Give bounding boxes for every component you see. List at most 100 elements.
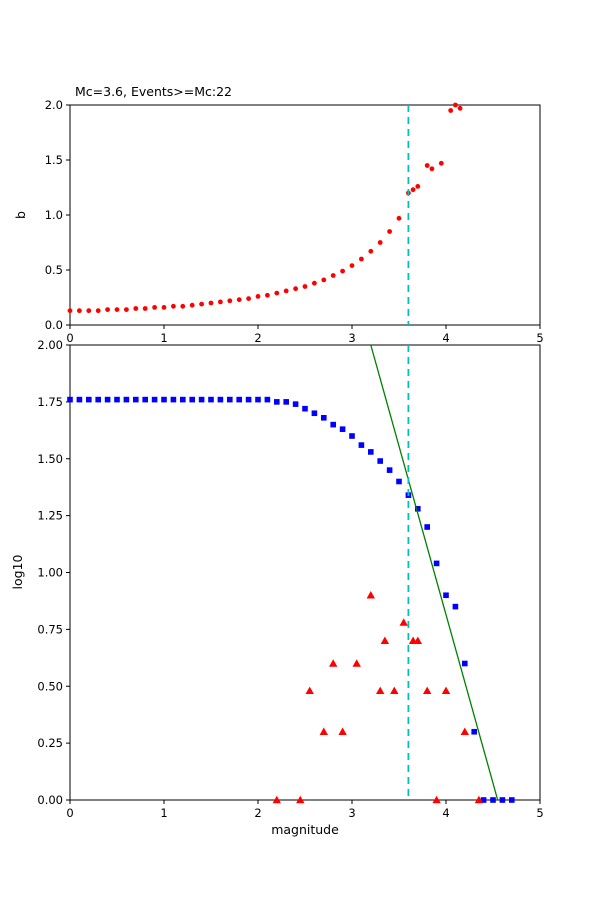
- y-axis-label: log10: [10, 554, 25, 589]
- b-value-vs-cutoff-magnitude-marker: [180, 303, 186, 309]
- cumulative-event-counts-marker: [368, 449, 374, 455]
- b-value-vs-cutoff-magnitude-marker: [429, 166, 435, 172]
- x-tick-label: 4: [442, 331, 449, 345]
- cumulative-event-counts-marker: [198, 396, 205, 403]
- cumulative-event-counts-series: [67, 396, 515, 803]
- cumulative-event-counts-marker: [236, 396, 242, 403]
- b-value-vs-cutoff-magnitude-marker: [387, 229, 392, 234]
- cumulative-event-counts-marker: [386, 467, 393, 473]
- b-value-vs-cutoff-magnitude-marker: [312, 280, 317, 286]
- y-tick-label: 0.5: [45, 263, 63, 277]
- y-tick-label: 1.0: [45, 208, 63, 222]
- x-tick-label: 3: [348, 806, 355, 820]
- b-value-vs-cutoff-magnitude-marker: [114, 307, 120, 312]
- b-value-vs-cutoff-magnitude-marker: [161, 305, 167, 310]
- cumulative-event-counts-marker: [311, 410, 318, 417]
- b-value-vs-cutoff-magnitude-marker: [152, 305, 158, 310]
- x-axis-label: magnitude: [271, 822, 339, 837]
- b-value-vs-cutoff-magnitude-marker: [330, 273, 336, 278]
- x-tick-label: 5: [536, 806, 543, 820]
- cumulative-event-counts-marker: [339, 426, 346, 432]
- y-tick-label: 1.75: [37, 395, 63, 409]
- cumulative-event-counts-marker: [490, 797, 496, 803]
- per-bin-event-counts-marker: [423, 686, 432, 694]
- per-bin-event-counts-marker: [366, 591, 375, 599]
- cumulative-event-counts-marker: [396, 478, 402, 485]
- cumulative-event-counts-marker: [123, 396, 130, 403]
- cumulative-event-counts-marker: [217, 396, 224, 403]
- per-bin-event-counts-marker: [390, 686, 399, 694]
- per-bin-event-counts-marker: [338, 727, 347, 735]
- axes-frame: [69, 104, 541, 326]
- b-value-vs-cutoff-magnitude-marker: [124, 307, 129, 312]
- b-value-vs-cutoff-magnitude-marker: [227, 298, 233, 304]
- y-tick-label: 0.0: [45, 318, 63, 332]
- cumulative-event-counts-marker: [76, 396, 83, 403]
- per-bin-event-counts-marker: [474, 795, 484, 804]
- y-tick-label: 0.75: [37, 622, 63, 636]
- b-value-vs-cutoff-magnitude-marker: [453, 102, 458, 108]
- cumulative-event-counts-marker: [452, 603, 459, 610]
- cumulative-event-counts-marker: [321, 415, 327, 421]
- x-tick-label: 0: [66, 806, 73, 820]
- y-tick-label: 0.25: [37, 736, 63, 750]
- b-value-vs-cutoff-magnitude-marker: [218, 299, 223, 305]
- cumulative-event-counts-marker: [292, 401, 299, 407]
- cumulative-event-counts-marker: [499, 797, 506, 803]
- b-value-vs-cutoff-magnitude-marker: [457, 105, 463, 111]
- cumulative-event-counts-marker: [433, 560, 440, 567]
- cumulative-event-counts-marker: [142, 396, 148, 403]
- per-bin-event-counts-marker: [380, 636, 390, 644]
- cumulative-event-counts-marker: [443, 592, 449, 599]
- y-axis-label: b: [13, 211, 28, 219]
- b-value-vs-cutoff-magnitude-marker: [340, 268, 345, 274]
- b-value-vs-cutoff-magnitude-marker: [293, 286, 298, 292]
- cumulative-event-counts-marker: [86, 396, 92, 403]
- b-value-vs-cutoff-magnitude-marker: [321, 277, 327, 283]
- per-bin-event-counts-series: [272, 591, 484, 804]
- per-bin-event-counts-marker: [399, 618, 408, 626]
- b-value-vs-cutoff-magnitude-marker: [189, 302, 195, 308]
- b-value-vs-cutoff-magnitude-series: [67, 102, 463, 314]
- b-value-vs-cutoff-magnitude-marker: [105, 307, 110, 312]
- cumulative-event-counts-marker: [189, 396, 195, 403]
- cumulative-event-counts-marker: [471, 728, 477, 735]
- cumulative-event-counts-marker: [358, 442, 365, 448]
- b-value-vs-cutoff-magnitude-marker: [368, 248, 374, 254]
- y-tick-label: 1.5: [45, 153, 63, 167]
- per-bin-event-counts-marker: [460, 727, 469, 735]
- chart-plot: 0 1 2 3 4 5 0.00 0.25 0.50 0.75 1.00 1.25 1.50 1.75 2.…: [10, 338, 544, 837]
- chart-title: Mc=3.6, Events>=Mc:22: [75, 84, 232, 99]
- b-value-vs-cutoff-magnitude-marker: [77, 308, 82, 314]
- per-bin-event-counts-marker: [376, 686, 385, 694]
- b-value-vs-cutoff-magnitude-marker: [349, 263, 355, 268]
- b-value-vs-cutoff-magnitude-marker: [246, 296, 252, 301]
- b-value-vs-cutoff-magnitude-marker: [438, 160, 444, 166]
- x-tick-label: 3: [348, 331, 355, 345]
- b-value-vs-cutoff-magnitude-marker: [142, 306, 148, 311]
- b-value-vs-cutoff-magnitude-marker: [410, 187, 416, 193]
- cumulative-event-counts-marker: [330, 421, 336, 428]
- cumulative-event-counts-marker: [264, 396, 271, 403]
- cumulative-event-counts-marker: [208, 396, 214, 403]
- x-tick-label: 0: [66, 331, 73, 345]
- b-value-vs-cutoff-magnitude-marker: [359, 256, 364, 262]
- per-bin-event-counts-marker: [432, 795, 441, 804]
- x-tick-label: 2: [254, 331, 261, 345]
- b-value-vs-cutoff-magnitude-marker: [448, 108, 454, 113]
- cumulative-event-counts-marker: [415, 506, 421, 512]
- cumulative-event-counts-marker: [133, 396, 139, 403]
- y-tick-label: 1.00: [37, 566, 63, 580]
- b-value-vs-cutoff-magnitude-marker: [424, 163, 430, 168]
- cumulative-event-counts-marker: [170, 396, 177, 403]
- b-value-vs-cutoff-magnitude-marker: [265, 292, 270, 298]
- cumulative-event-counts-marker: [151, 396, 158, 403]
- b-value-vs-cutoff-magnitude-marker: [283, 288, 289, 294]
- b-value-vs-cutoff-magnitude-marker: [67, 308, 73, 314]
- cumulative-event-counts-marker: [114, 396, 120, 403]
- cumulative-event-counts-marker: [274, 399, 280, 405]
- x-tick-label: 1: [160, 331, 167, 345]
- axes-frame: [69, 344, 541, 801]
